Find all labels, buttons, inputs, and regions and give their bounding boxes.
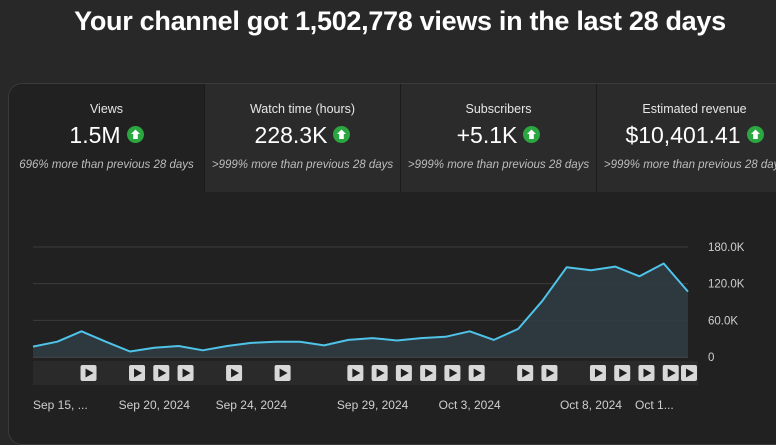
play-icon	[643, 368, 652, 378]
play-icon	[594, 368, 603, 378]
metric-comparison: >999% more than previous 28 days	[211, 159, 394, 171]
play-icon	[686, 368, 694, 378]
play-icon	[376, 368, 385, 378]
metric-value: +5.1K	[456, 122, 518, 148]
arrow-up-icon	[746, 126, 764, 144]
arrow-up-icon	[523, 126, 541, 144]
y-tick-label: 60.0K	[708, 315, 738, 327]
x-tick-label: Oct 1...	[635, 398, 674, 412]
play-icon	[158, 368, 167, 378]
arrow-up-icon	[333, 126, 351, 144]
y-tick-label: 120.0K	[708, 279, 745, 291]
metric-tab-watch-time[interactable]: Watch time (hours) 228.3K >999% more tha…	[204, 84, 400, 192]
play-icon	[667, 368, 676, 378]
y-tick-label: 0	[708, 352, 714, 364]
views-area	[33, 263, 688, 357]
metric-label: Watch time (hours)	[249, 102, 356, 116]
metric-label: Views	[89, 102, 124, 116]
x-tick-label: Oct 8, 2024	[560, 398, 622, 412]
metric-label: Subscribers	[465, 102, 532, 116]
x-tick-label: Oct 3, 2024	[439, 398, 501, 412]
metric-tab-subscribers[interactable]: Subscribers +5.1K >999% more than previo…	[400, 84, 596, 192]
metric-value: 1.5M	[69, 122, 121, 148]
play-icon	[85, 368, 94, 378]
x-tick-label: Sep 29, 2024	[337, 398, 409, 412]
metric-tab-revenue[interactable]: Estimated revenue $10,401.41 >999% more …	[596, 84, 776, 192]
metric-label: Estimated revenue	[642, 102, 747, 116]
y-tick-label: 180.0K	[708, 242, 745, 254]
views-chart: 0 60.0K 120.0K 180.0K Sep 15, ... Sep 20, 202…	[32, 242, 745, 412]
metric-value: 228.3K	[254, 122, 328, 148]
play-icon	[522, 368, 531, 378]
metric-comparison: >999% more than previous 28 days	[407, 159, 590, 171]
x-tick-label: Sep 20, 2024	[119, 398, 191, 412]
play-icon	[231, 368, 240, 378]
play-icon	[546, 368, 555, 378]
play-icon	[182, 368, 191, 378]
x-tick-label: Sep 15, ...	[33, 398, 88, 412]
metric-comparison: >999% more than previous 28 days	[603, 159, 776, 171]
play-icon	[473, 368, 482, 378]
arrow-up-icon	[126, 126, 144, 144]
play-icon	[400, 368, 409, 378]
metric-tab-views[interactable]: Views 1.5M 696% more than previous 28 da…	[9, 84, 204, 192]
play-icon	[619, 368, 628, 378]
headline: Your channel got 1,502,778 views in the …	[74, 6, 726, 36]
views-line	[32, 262, 689, 353]
metric-value: $10,401.41	[625, 122, 741, 148]
play-icon	[449, 368, 458, 378]
play-icon	[279, 368, 288, 378]
play-icon	[352, 368, 361, 378]
metric-comparison: 696% more than previous 28 days	[19, 159, 194, 171]
play-icon	[425, 368, 434, 378]
play-icon	[134, 368, 143, 378]
x-tick-label: Sep 24, 2024	[216, 398, 288, 412]
